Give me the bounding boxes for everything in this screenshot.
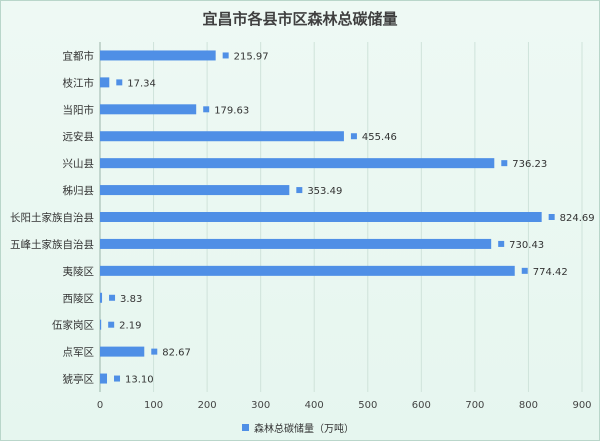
bar	[100, 238, 492, 249]
data-label-marker	[521, 267, 528, 274]
bar	[100, 292, 103, 303]
data-label-marker	[114, 375, 121, 382]
category-label: 长阳土家族自治县	[10, 211, 94, 224]
chart-title: 宜昌市各县市区森林总碳储量	[202, 10, 397, 28]
data-labels: 215.97 17.34 179.63 455.46 736.23 353.49 824.6…	[108, 51, 595, 386]
data-label: 17.34	[127, 78, 156, 89]
data-label-marker	[501, 160, 508, 167]
data-label: 179.63	[214, 105, 249, 116]
data-label: 824.69	[560, 213, 595, 224]
data-label-marker	[350, 133, 357, 140]
data-label-marker	[108, 321, 115, 328]
bar	[100, 319, 102, 330]
category-label: 伍家岗区	[52, 319, 94, 332]
category-label: 兴山县	[63, 158, 95, 170]
bar	[100, 104, 197, 115]
bar	[100, 50, 216, 61]
data-label-marker	[203, 106, 210, 113]
bar	[100, 265, 515, 276]
bar	[100, 212, 542, 222]
data-label-marker	[222, 52, 229, 59]
category-label: 宜都市	[63, 49, 95, 62]
x-tick-labels: 0 100 200 300 400 500 600 700 800 900	[97, 400, 592, 411]
data-label-marker	[498, 240, 505, 247]
data-label: 774.42	[533, 267, 568, 278]
x-tick-label: 900	[572, 400, 591, 411]
legend: 森林总碳储量（万吨）	[242, 422, 354, 435]
bar	[100, 346, 145, 357]
x-tick-label: 0	[97, 400, 103, 411]
data-label: 736.23	[512, 159, 547, 170]
legend-label: 森林总碳储量（万吨）	[254, 422, 354, 435]
category-label: 当阳市	[63, 103, 95, 116]
data-label: 353.49	[307, 186, 342, 197]
data-label: 13.10	[125, 375, 154, 386]
data-label: 2.19	[119, 321, 141, 332]
category-label: 枝江市	[63, 76, 95, 89]
category-label: 夷陵区	[63, 265, 95, 278]
legend-swatch	[242, 424, 249, 431]
x-tick-label: 300	[251, 400, 270, 411]
x-tick-label: 600	[412, 400, 431, 411]
x-tick-label: 500	[358, 400, 377, 411]
x-tick-label: 800	[519, 400, 538, 411]
bar	[100, 373, 108, 384]
data-label: 730.43	[509, 240, 544, 251]
category-label: 五峰土家族自治县	[10, 238, 94, 251]
x-tick-label: 100	[144, 400, 163, 411]
data-label-marker	[151, 348, 158, 355]
data-label: 3.83	[120, 294, 142, 305]
data-label-marker	[296, 187, 303, 194]
x-tick-label: 700	[465, 400, 484, 411]
category-labels: 宜都市枝江市当阳市远安县兴山县秭归县长阳土家族自治县五峰土家族自治县夷陵区西陵区…	[10, 49, 94, 385]
bar	[100, 158, 495, 169]
bars	[100, 50, 542, 384]
bar	[100, 131, 344, 142]
bar	[100, 185, 290, 196]
x-tick-label: 200	[198, 400, 217, 411]
category-label: 猇亭区	[63, 373, 95, 386]
data-label-marker	[116, 79, 123, 86]
category-label: 点军区	[63, 347, 95, 359]
x-tick-label: 400	[305, 400, 324, 411]
category-label: 秭归县	[63, 184, 95, 197]
data-label-marker	[548, 214, 555, 220]
data-label: 215.97	[234, 51, 269, 62]
data-label: 455.46	[362, 132, 397, 143]
bar	[100, 77, 110, 88]
data-label-marker	[109, 294, 116, 301]
data-label: 82.67	[162, 348, 191, 359]
category-label: 远安县	[63, 130, 95, 143]
category-label: 西陵区	[63, 293, 95, 305]
